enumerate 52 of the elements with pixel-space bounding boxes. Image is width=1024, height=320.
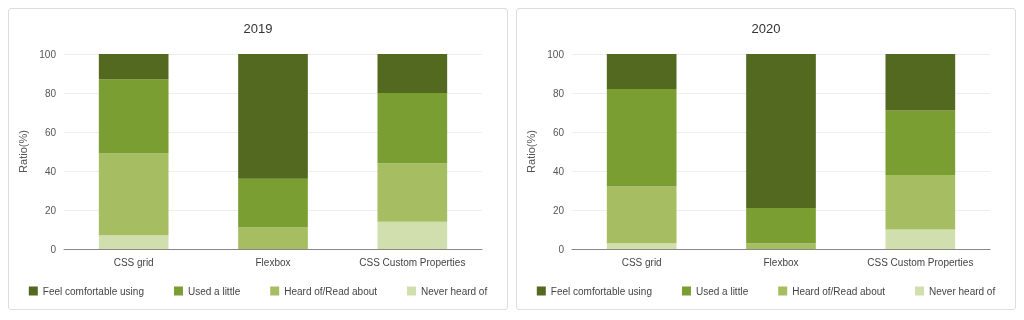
- legend-label: Used a little: [695, 285, 749, 297]
- y-tick-label: 60: [44, 126, 57, 138]
- bar: [238, 54, 308, 179]
- bar: [746, 208, 816, 244]
- bar: [885, 229, 956, 249]
- legend-label: Heard of/Read about: [792, 285, 886, 297]
- bar: [238, 227, 308, 249]
- bar: [98, 153, 169, 236]
- bar: [606, 186, 677, 244]
- x-tick-label: Flexbox: [763, 256, 799, 268]
- chart-title: 2019: [243, 21, 273, 36]
- bar: [746, 54, 816, 209]
- legend-label: Never heard of: [421, 285, 488, 297]
- bar: [98, 235, 169, 249]
- y-tick-label: 0: [558, 243, 565, 255]
- y-tick-label: 40: [44, 165, 57, 177]
- chart-title: 2020: [751, 21, 781, 36]
- y-tick-label: 100: [39, 48, 57, 60]
- x-tick-label: CSS Custom Properties: [359, 256, 466, 268]
- y-tick-label: 80: [44, 87, 57, 99]
- x-tick-label: Flexbox: [255, 256, 291, 268]
- bar: [98, 54, 169, 80]
- y-tick-label: 60: [552, 126, 565, 138]
- x-tick-label: CSS grid: [621, 256, 662, 268]
- y-tick-label: 80: [552, 87, 565, 99]
- bar: [606, 89, 677, 187]
- bar: [885, 110, 956, 175]
- bar: [885, 174, 956, 230]
- bar: [377, 93, 448, 164]
- bar: [746, 243, 816, 249]
- legend-label: Feel comfortable using: [42, 285, 144, 297]
- legend-label: Feel comfortable using: [550, 285, 652, 297]
- y-tick-label: 100: [547, 48, 565, 60]
- y-tick-label: 40: [552, 165, 565, 177]
- bar: [98, 79, 169, 154]
- bar: [377, 54, 448, 93]
- y-axis-title: Ratio(%): [16, 130, 29, 173]
- y-tick-label: 20: [552, 204, 565, 216]
- legend-label: Used a little: [187, 285, 241, 297]
- legend-label: Heard of/Read about: [284, 285, 378, 297]
- bar: [606, 243, 677, 249]
- y-tick-label: 20: [44, 204, 57, 216]
- x-tick-label: CSS grid: [113, 256, 154, 268]
- x-tick-label: CSS Custom Properties: [867, 256, 974, 268]
- bar: [885, 54, 956, 111]
- y-axis-title: Ratio(%): [524, 130, 537, 173]
- bar: [238, 178, 308, 228]
- legend-label: Never heard of: [929, 285, 996, 297]
- bar: [377, 221, 448, 249]
- y-tick-label: 0: [50, 243, 57, 255]
- bar: [377, 163, 448, 222]
- bar: [606, 54, 677, 90]
